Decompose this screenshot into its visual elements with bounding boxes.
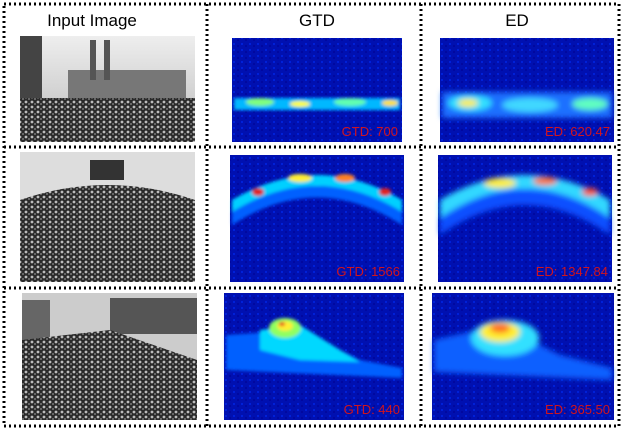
input-image <box>20 152 195 282</box>
column-header: GTD <box>299 11 335 30</box>
density-map: ED: 1347.84 <box>438 155 612 282</box>
count-label: GTD: 700 <box>342 124 398 139</box>
density-map: ED: 365.50 <box>432 293 614 420</box>
figure: Input Image GTD ED GTD: 700 ED: 620.47 G… <box>0 0 623 430</box>
density-map: ED: 620.47 <box>440 38 614 142</box>
count-label: ED: 620.47 <box>545 124 610 139</box>
density-map: GTD: 1566 <box>230 155 404 282</box>
input-image <box>20 36 195 142</box>
count-label: ED: 365.50 <box>545 402 610 417</box>
count-label: ED: 1347.84 <box>536 264 608 279</box>
count-label: GTD: 440 <box>344 402 400 417</box>
density-map: GTD: 440 <box>224 293 404 420</box>
count-label: GTD: 1566 <box>336 264 400 279</box>
column-header: ED <box>505 11 529 30</box>
input-image <box>22 293 197 420</box>
density-map: GTD: 700 <box>232 38 402 142</box>
column-header: Input Image <box>47 11 137 30</box>
